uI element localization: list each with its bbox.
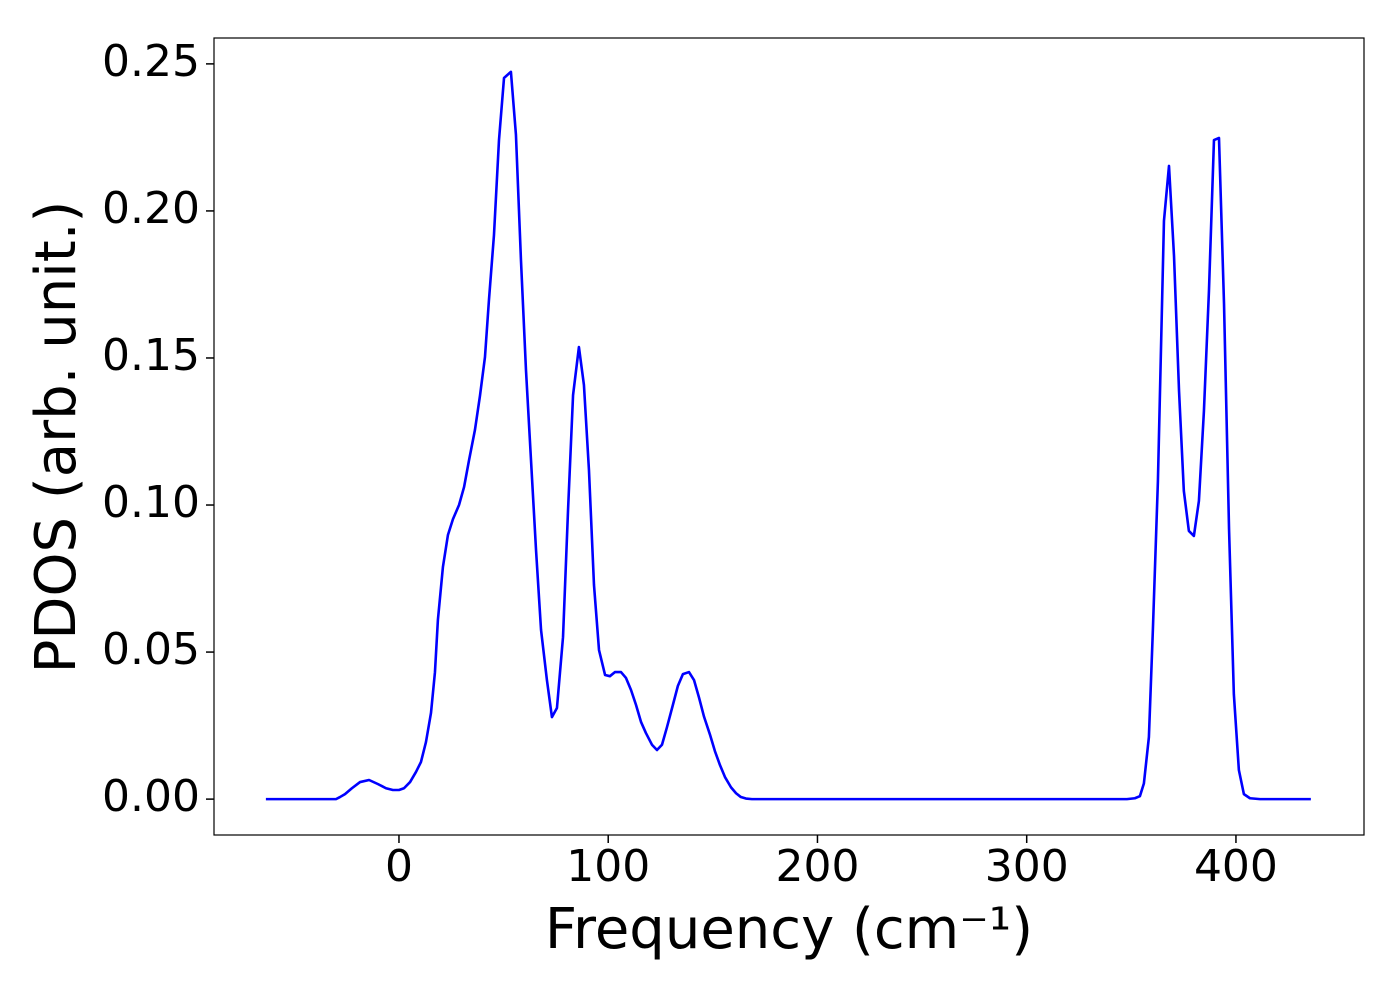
y-tick-label: 0.10 xyxy=(102,477,200,528)
y-axis-label: PDOS (arb. unit.) xyxy=(24,201,89,674)
plot-frame xyxy=(213,37,1365,836)
x-tick-label: 200 xyxy=(775,841,859,892)
y-tick-label: 0.25 xyxy=(102,36,200,87)
x-tick-label: 100 xyxy=(566,841,650,892)
x-tick-label: 400 xyxy=(1194,841,1278,892)
x-axis-label: Frequency (cm⁻¹) xyxy=(545,897,1033,962)
y-tick-label: 0.15 xyxy=(102,330,200,381)
y-tick-label: 0.00 xyxy=(102,771,200,822)
y-tick-label: 0.20 xyxy=(102,183,200,234)
pdos-line xyxy=(265,70,1311,801)
x-tick-label: 0 xyxy=(385,841,413,892)
x-tick-label: 300 xyxy=(985,841,1069,892)
y-tick-label: 0.05 xyxy=(102,624,200,675)
